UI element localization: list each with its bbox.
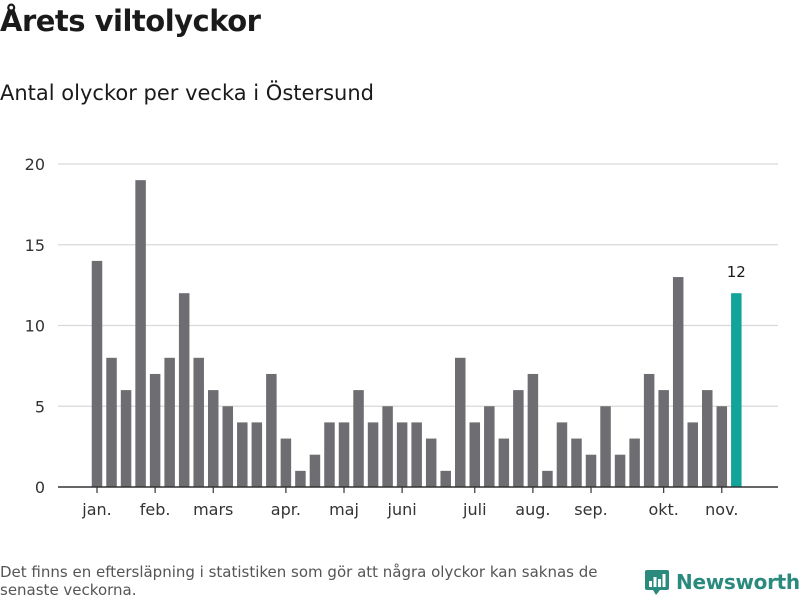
bar	[440, 470, 451, 487]
bar	[513, 390, 524, 487]
bar	[280, 438, 292, 487]
bar	[556, 422, 568, 487]
x-tick-label: okt.	[648, 500, 678, 519]
y-tick-label: 15	[25, 236, 45, 255]
x-tick-label: feb.	[140, 500, 171, 519]
x-tick-label: apr.	[271, 500, 301, 519]
bar	[338, 422, 350, 487]
y-tick-label: 10	[25, 317, 45, 336]
bar	[629, 438, 640, 487]
bar	[237, 422, 248, 487]
bar	[149, 373, 161, 487]
bar	[193, 357, 204, 487]
bar	[527, 373, 539, 487]
bar-chart: 0 5 10 15 20 12 jan. feb. mars apr. maj juni juli a…	[25, 155, 778, 519]
x-tick-label: nov.	[705, 500, 738, 519]
x-tick-label: aug.	[515, 500, 550, 519]
x-tick-label: jan.	[81, 500, 111, 519]
bar	[251, 422, 263, 487]
newsworthy-icon	[645, 570, 669, 595]
brand-name: Newsworthy	[676, 570, 800, 594]
bar	[731, 293, 742, 487]
y-axis-ticks: 0 5 10 15 20	[25, 155, 45, 497]
bar	[571, 438, 582, 487]
bar	[309, 454, 321, 487]
bar	[484, 406, 495, 487]
bar	[643, 373, 655, 487]
bar	[411, 422, 422, 487]
bar	[455, 357, 466, 487]
bar	[266, 373, 277, 487]
chart-title: Årets viltolyckor	[0, 4, 261, 38]
bar	[658, 390, 669, 487]
bar	[702, 390, 713, 487]
bar	[324, 422, 335, 487]
bar	[469, 422, 481, 487]
bars	[91, 180, 742, 487]
y-tick-label: 20	[25, 155, 45, 174]
x-tick-label: juni	[387, 500, 417, 519]
bar	[106, 357, 117, 487]
y-tick-label: 5	[35, 397, 45, 416]
bar	[600, 406, 611, 487]
bar	[353, 390, 364, 487]
bar	[367, 422, 379, 487]
bar	[585, 454, 597, 487]
bar	[498, 438, 510, 487]
data-label: 12	[727, 263, 746, 281]
bar	[178, 293, 190, 487]
chart-subtitle: Antal olyckor per vecka i Östersund	[0, 81, 374, 105]
bar	[396, 422, 408, 487]
bar	[382, 406, 393, 487]
grid-lines	[58, 163, 778, 407]
bar	[672, 277, 684, 487]
y-tick-label: 0	[35, 478, 45, 497]
bar	[222, 406, 234, 487]
x-tick-label: juli	[462, 500, 486, 519]
data-labels: 12	[727, 263, 746, 281]
bar	[687, 422, 698, 487]
bar	[716, 406, 728, 487]
bar	[164, 357, 175, 487]
bar	[207, 390, 219, 487]
bar	[425, 438, 437, 487]
x-tick-label: maj	[329, 500, 359, 519]
bar	[135, 180, 146, 487]
bar	[91, 260, 103, 487]
bar	[614, 454, 626, 487]
bar	[120, 390, 132, 487]
bar	[542, 470, 553, 487]
footnote: Det finns en eftersläpning i statistiken…	[0, 563, 598, 599]
bar	[295, 470, 306, 487]
x-tick-label: mars	[193, 500, 233, 519]
x-tick-label: sep.	[574, 500, 607, 519]
brand-logo[interactable]: Newsworthy	[644, 568, 800, 596]
x-axis-ticks: jan. feb. mars apr. maj juni juli aug. sep. okt. n…	[81, 487, 738, 519]
